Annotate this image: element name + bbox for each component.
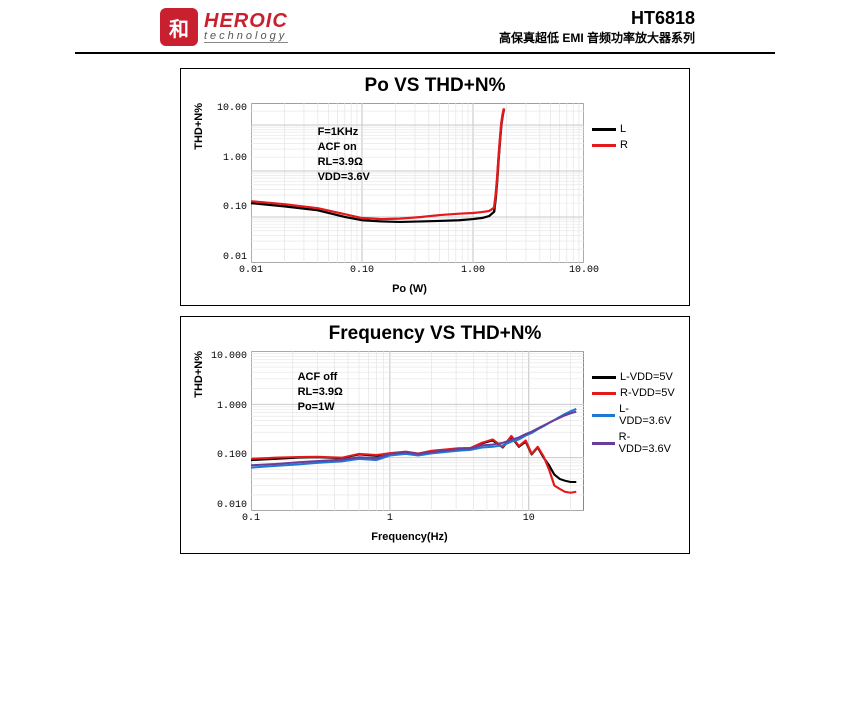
- ytick-label: 0.10: [207, 202, 247, 213]
- chart2-yticks: 10.000 1.000 0.100 0.010: [207, 351, 247, 511]
- param-line: RL=3.9Ω: [298, 385, 343, 400]
- logo-text: HEROIC technology: [204, 11, 288, 43]
- chart2-xticks: 0.1110: [251, 513, 584, 527]
- param-line: ACF off: [298, 370, 343, 385]
- legend-label: L-VDD=5V: [620, 371, 673, 383]
- logo: 和 HEROIC technology: [160, 8, 288, 46]
- chart2-xlabel: Frequency(Hz): [235, 531, 584, 543]
- xtick-label: 1.00: [461, 265, 485, 276]
- xtick-label: 10.00: [569, 265, 599, 276]
- legend-swatch-icon: [592, 414, 615, 417]
- xtick-label: 0.01: [239, 265, 263, 276]
- legend-swatch-icon: [592, 442, 615, 445]
- ytick-label: 0.01: [207, 252, 247, 263]
- legend-item: L-VDD=5V: [592, 371, 679, 383]
- param-line: ACF on: [318, 140, 370, 155]
- chart2-title: Frequency VS THD+N%: [191, 323, 679, 345]
- chart1-xlabel: Po (W): [235, 283, 584, 295]
- xtick-label: 1: [387, 513, 393, 524]
- part-number: HT6818: [499, 8, 695, 29]
- company-tagline: technology: [204, 31, 288, 43]
- chart1-ylabel: THD+N%: [191, 103, 207, 150]
- param-line: Po=1W: [298, 400, 343, 415]
- legend-item: R-VDD=3.6V: [592, 431, 679, 455]
- legend-label: R: [620, 139, 628, 151]
- page-header: 和 HEROIC technology HT6818 高保真超低 EMI 音频功…: [75, 0, 775, 54]
- header-right: HT6818 高保真超低 EMI 音频功率放大器系列: [499, 8, 695, 46]
- legend-swatch-icon: [592, 392, 616, 395]
- param-line: VDD=3.6V: [318, 170, 370, 185]
- legend-swatch-icon: [592, 376, 616, 379]
- chart1-title: Po VS THD+N%: [191, 75, 679, 97]
- legend-item: L: [592, 123, 679, 135]
- param-line: F=1KHz: [318, 125, 370, 140]
- logo-badge-icon: 和: [160, 8, 198, 46]
- legend-item: R: [592, 139, 679, 151]
- legend-item: L-VDD=3.6V: [592, 403, 679, 427]
- legend-label: L-VDD=3.6V: [619, 403, 679, 427]
- xtick-label: 0.10: [350, 265, 374, 276]
- legend-label: R-VDD=5V: [620, 387, 675, 399]
- company-name: HEROIC: [204, 11, 288, 31]
- legend-swatch-icon: [592, 144, 616, 147]
- ytick-label: 1.000: [207, 401, 247, 412]
- chart2-legend: L-VDD=5V R-VDD=5V L-VDD=3.6V R-VDD=3.6V: [584, 351, 679, 459]
- legend-swatch-icon: [592, 128, 616, 131]
- series-subtitle: 高保真超低 EMI 音频功率放大器系列: [499, 29, 695, 46]
- legend-label: R-VDD=3.6V: [619, 431, 679, 455]
- chart1-xticks: 0.010.101.0010.00: [251, 265, 584, 279]
- ytick-label: 0.010: [207, 500, 247, 511]
- chart-freq-vs-thd: Frequency VS THD+N% THD+N% 10.0001.0000.…: [180, 316, 690, 554]
- ytick-label: 0.100: [207, 450, 247, 461]
- param-line: RL=3.9Ω: [318, 155, 370, 170]
- chart2-plot-area: 10.0001.0000.1000.010 0.1110 ACF offRL=3…: [251, 351, 584, 511]
- ytick-label: 1.00: [207, 153, 247, 164]
- ytick-label: 10.000: [207, 351, 247, 362]
- ytick-label: 10.00: [207, 103, 247, 114]
- chart1-yticks: 10.00 1.00 0.10 0.01: [207, 103, 247, 263]
- legend-item: R-VDD=5V: [592, 387, 679, 399]
- chart-po-vs-thd: Po VS THD+N% THD+N% 10.001.000.100.01 0.…: [180, 68, 690, 306]
- xtick-label: 10: [523, 513, 535, 524]
- chart2-ylabel: THD+N%: [191, 351, 207, 398]
- chart1-legend: L R: [584, 103, 679, 155]
- chart2-params: ACF offRL=3.9ΩPo=1W: [298, 370, 343, 415]
- legend-label: L: [620, 123, 626, 135]
- xtick-label: 0.1: [242, 513, 260, 524]
- chart1-plot-area: 10.001.000.100.01 0.010.101.0010.00 F=1K…: [251, 103, 584, 263]
- chart1-params: F=1KHzACF onRL=3.9ΩVDD=3.6V: [318, 125, 370, 184]
